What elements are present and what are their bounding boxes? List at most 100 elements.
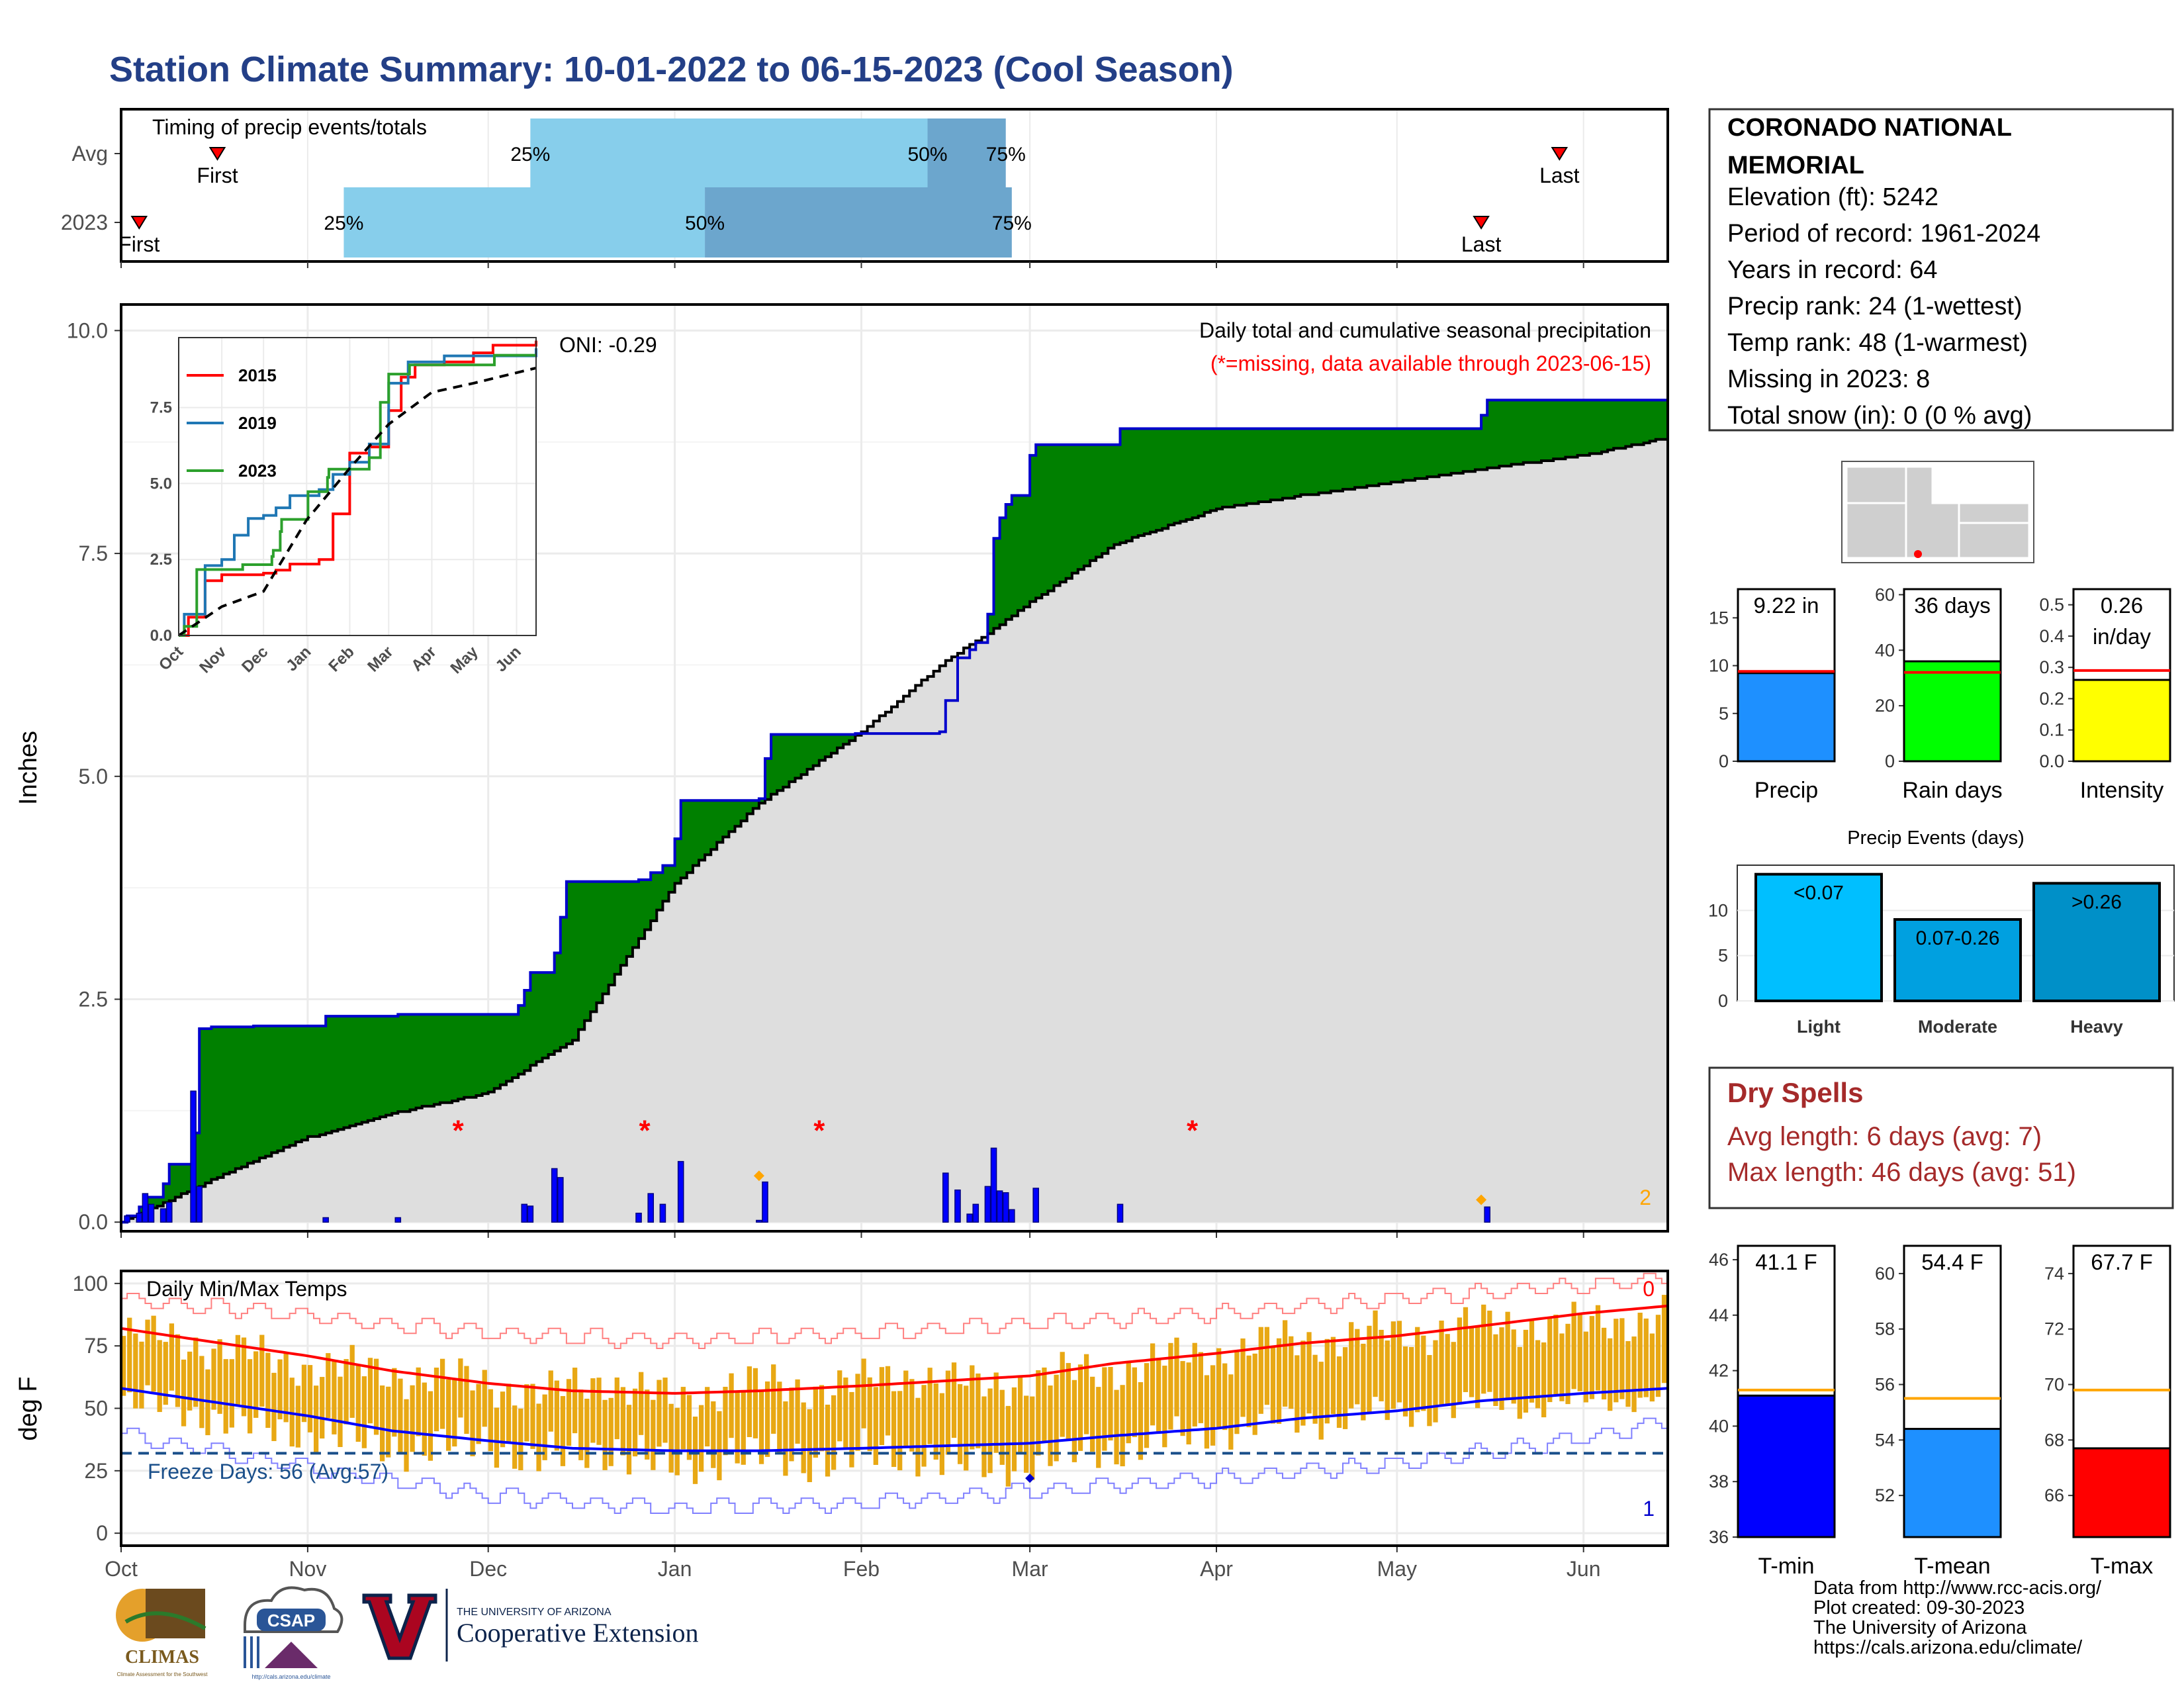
- daily-temp-bar: [1649, 1333, 1655, 1402]
- precip-above-avg-fill: [771, 734, 778, 794]
- precip-above-avg-fill: [1355, 428, 1361, 488]
- daily-precip-bar: [148, 1203, 155, 1223]
- daily-temp-bar: [1222, 1363, 1228, 1430]
- daily-temp-bar: [1589, 1316, 1595, 1399]
- daily-temp-bar: [1204, 1375, 1210, 1449]
- precip-above-avg-fill: [1493, 400, 1500, 468]
- daily-temp-bar: [320, 1377, 325, 1439]
- daily-temp-bar: [927, 1368, 933, 1444]
- daily-temp-bar: [139, 1341, 144, 1409]
- precip-above-avg-fill: [175, 1164, 182, 1197]
- month-tick-label: Nov: [289, 1557, 326, 1581]
- month-tick-label: Dec: [469, 1557, 507, 1581]
- precip-above-avg-fill: [301, 1025, 308, 1141]
- events-category-label: Moderate: [1918, 1017, 1997, 1037]
- inset-series-2015: [179, 340, 537, 637]
- daily-temp-bar: [698, 1405, 704, 1472]
- tmin-value-label: 41.1 F: [1755, 1250, 1817, 1274]
- daily-temp-bar: [1637, 1313, 1643, 1398]
- precip-above-avg-fill: [764, 758, 772, 800]
- station-info-line: Years in record: 64: [1727, 256, 1938, 284]
- daily-temp-bar: [265, 1352, 271, 1429]
- precip-above-avg-fill: [735, 800, 742, 827]
- daily-temp-bar: [422, 1382, 427, 1456]
- precip-above-avg-fill: [1481, 415, 1488, 470]
- precip-above-avg-fill: [819, 734, 826, 761]
- timing-pct-label: 50%: [907, 144, 947, 165]
- daily-temp-bar: [735, 1391, 740, 1464]
- daily-temp-bar: [542, 1394, 547, 1460]
- precip-above-avg-fill: [1433, 428, 1440, 477]
- daily-temp-bar: [121, 1336, 126, 1396]
- precip-above-avg-fill: [193, 1133, 200, 1189]
- daily-precip-bar: [677, 1160, 684, 1223]
- precip-above-avg-fill: [1367, 428, 1374, 486]
- daily-temp-bar: [1264, 1327, 1270, 1405]
- precip-above-avg-fill: [758, 798, 766, 804]
- precip-panel-border: [120, 303, 1669, 1233]
- timing-bar-50-75: [927, 118, 1006, 189]
- daily-temp-bar: [476, 1383, 481, 1444]
- precip-above-avg-fill: [1240, 428, 1248, 506]
- daily-temp-bar: [819, 1385, 825, 1452]
- events-bar-label: 0.07-0.26: [1916, 927, 2000, 949]
- daily-temp-bar: [1270, 1346, 1276, 1424]
- inset-series-avg: [177, 366, 537, 637]
- daily-temp-bar: [1174, 1337, 1179, 1417]
- precip-above-avg-fill: [1625, 400, 1633, 447]
- daily-temp-bar: [289, 1378, 295, 1447]
- timing-pct-label: 75%: [992, 212, 1032, 234]
- precip-above-avg-fill: [452, 1014, 459, 1102]
- precip-above-avg-fill: [1252, 428, 1259, 504]
- daily-temp-bar: [1210, 1365, 1216, 1446]
- daily-precip-bar: [756, 1219, 762, 1223]
- precip-above-avg-fill: [1306, 428, 1314, 495]
- precip-above-avg-fill: [1535, 400, 1542, 463]
- tmax-value-label: 67.7 F: [2091, 1250, 2153, 1274]
- precip-above-avg-fill: [1451, 428, 1458, 473]
- daily-precip-bar: [984, 1186, 991, 1223]
- precip-above-avg-fill: [361, 1016, 369, 1123]
- daily-temp-bar: [668, 1403, 674, 1473]
- precip-above-avg-fill: [1060, 444, 1067, 583]
- station-info-box: [1708, 108, 2174, 432]
- precip-above-avg-fill: [1090, 444, 1097, 561]
- daily-temp-bar: [807, 1409, 812, 1482]
- precip-above-avg-fill: [241, 1027, 248, 1167]
- daily-temp-bar: [572, 1368, 578, 1434]
- daily-temp-bar: [1433, 1340, 1438, 1423]
- daily-temp-bar: [1024, 1395, 1029, 1473]
- snow-marker: [753, 1170, 764, 1182]
- precip-above-avg-fill: [1048, 444, 1055, 591]
- precip-above-avg-fill: [651, 872, 657, 921]
- daily-temp-bar: [355, 1365, 361, 1442]
- precip-above-avg-fill: [283, 1025, 291, 1148]
- precip-above-avg-fill: [476, 1014, 483, 1096]
- precip-above-avg-fill: [506, 1014, 513, 1082]
- precip-above-avg-fill: [1276, 428, 1283, 500]
- footer-credits: Data from http://www.rcc-acis.org/ Plot …: [1813, 1578, 2101, 1658]
- timing-last-label: Last: [1539, 164, 1580, 187]
- timing-bar-25-50: [530, 118, 928, 189]
- precip-above-avg-fill: [1180, 428, 1187, 522]
- daily-temp-bar: [1547, 1317, 1553, 1403]
- rain-days-y-tick-label: 20: [1875, 696, 1895, 716]
- dry-spells-max-line: Max length: 46 days (avg: 51): [1727, 1158, 2076, 1187]
- precip-above-avg-fill: [205, 1028, 212, 1183]
- daily-temp-bar: [1234, 1351, 1240, 1434]
- precip-above-avg-fill: [338, 1016, 345, 1130]
- daily-temp-bar: [987, 1388, 993, 1474]
- precip-above-avg-fill: [1427, 428, 1433, 477]
- daily-temp-bar: [764, 1381, 770, 1457]
- precip-above-avg-fill: [1066, 444, 1073, 579]
- daily-temp-bar: [410, 1385, 415, 1452]
- tmin-bar: [1737, 1394, 1836, 1538]
- daily-temp-bar: [283, 1352, 289, 1423]
- daily-precip-bar: [159, 1208, 167, 1223]
- daily-temp-bar: [518, 1408, 523, 1471]
- daily-temp-bar: [1042, 1367, 1047, 1442]
- daily-temp-bar: [386, 1386, 391, 1458]
- precip-above-avg-fill: [1017, 495, 1024, 611]
- daily-temp-bar: [554, 1380, 559, 1451]
